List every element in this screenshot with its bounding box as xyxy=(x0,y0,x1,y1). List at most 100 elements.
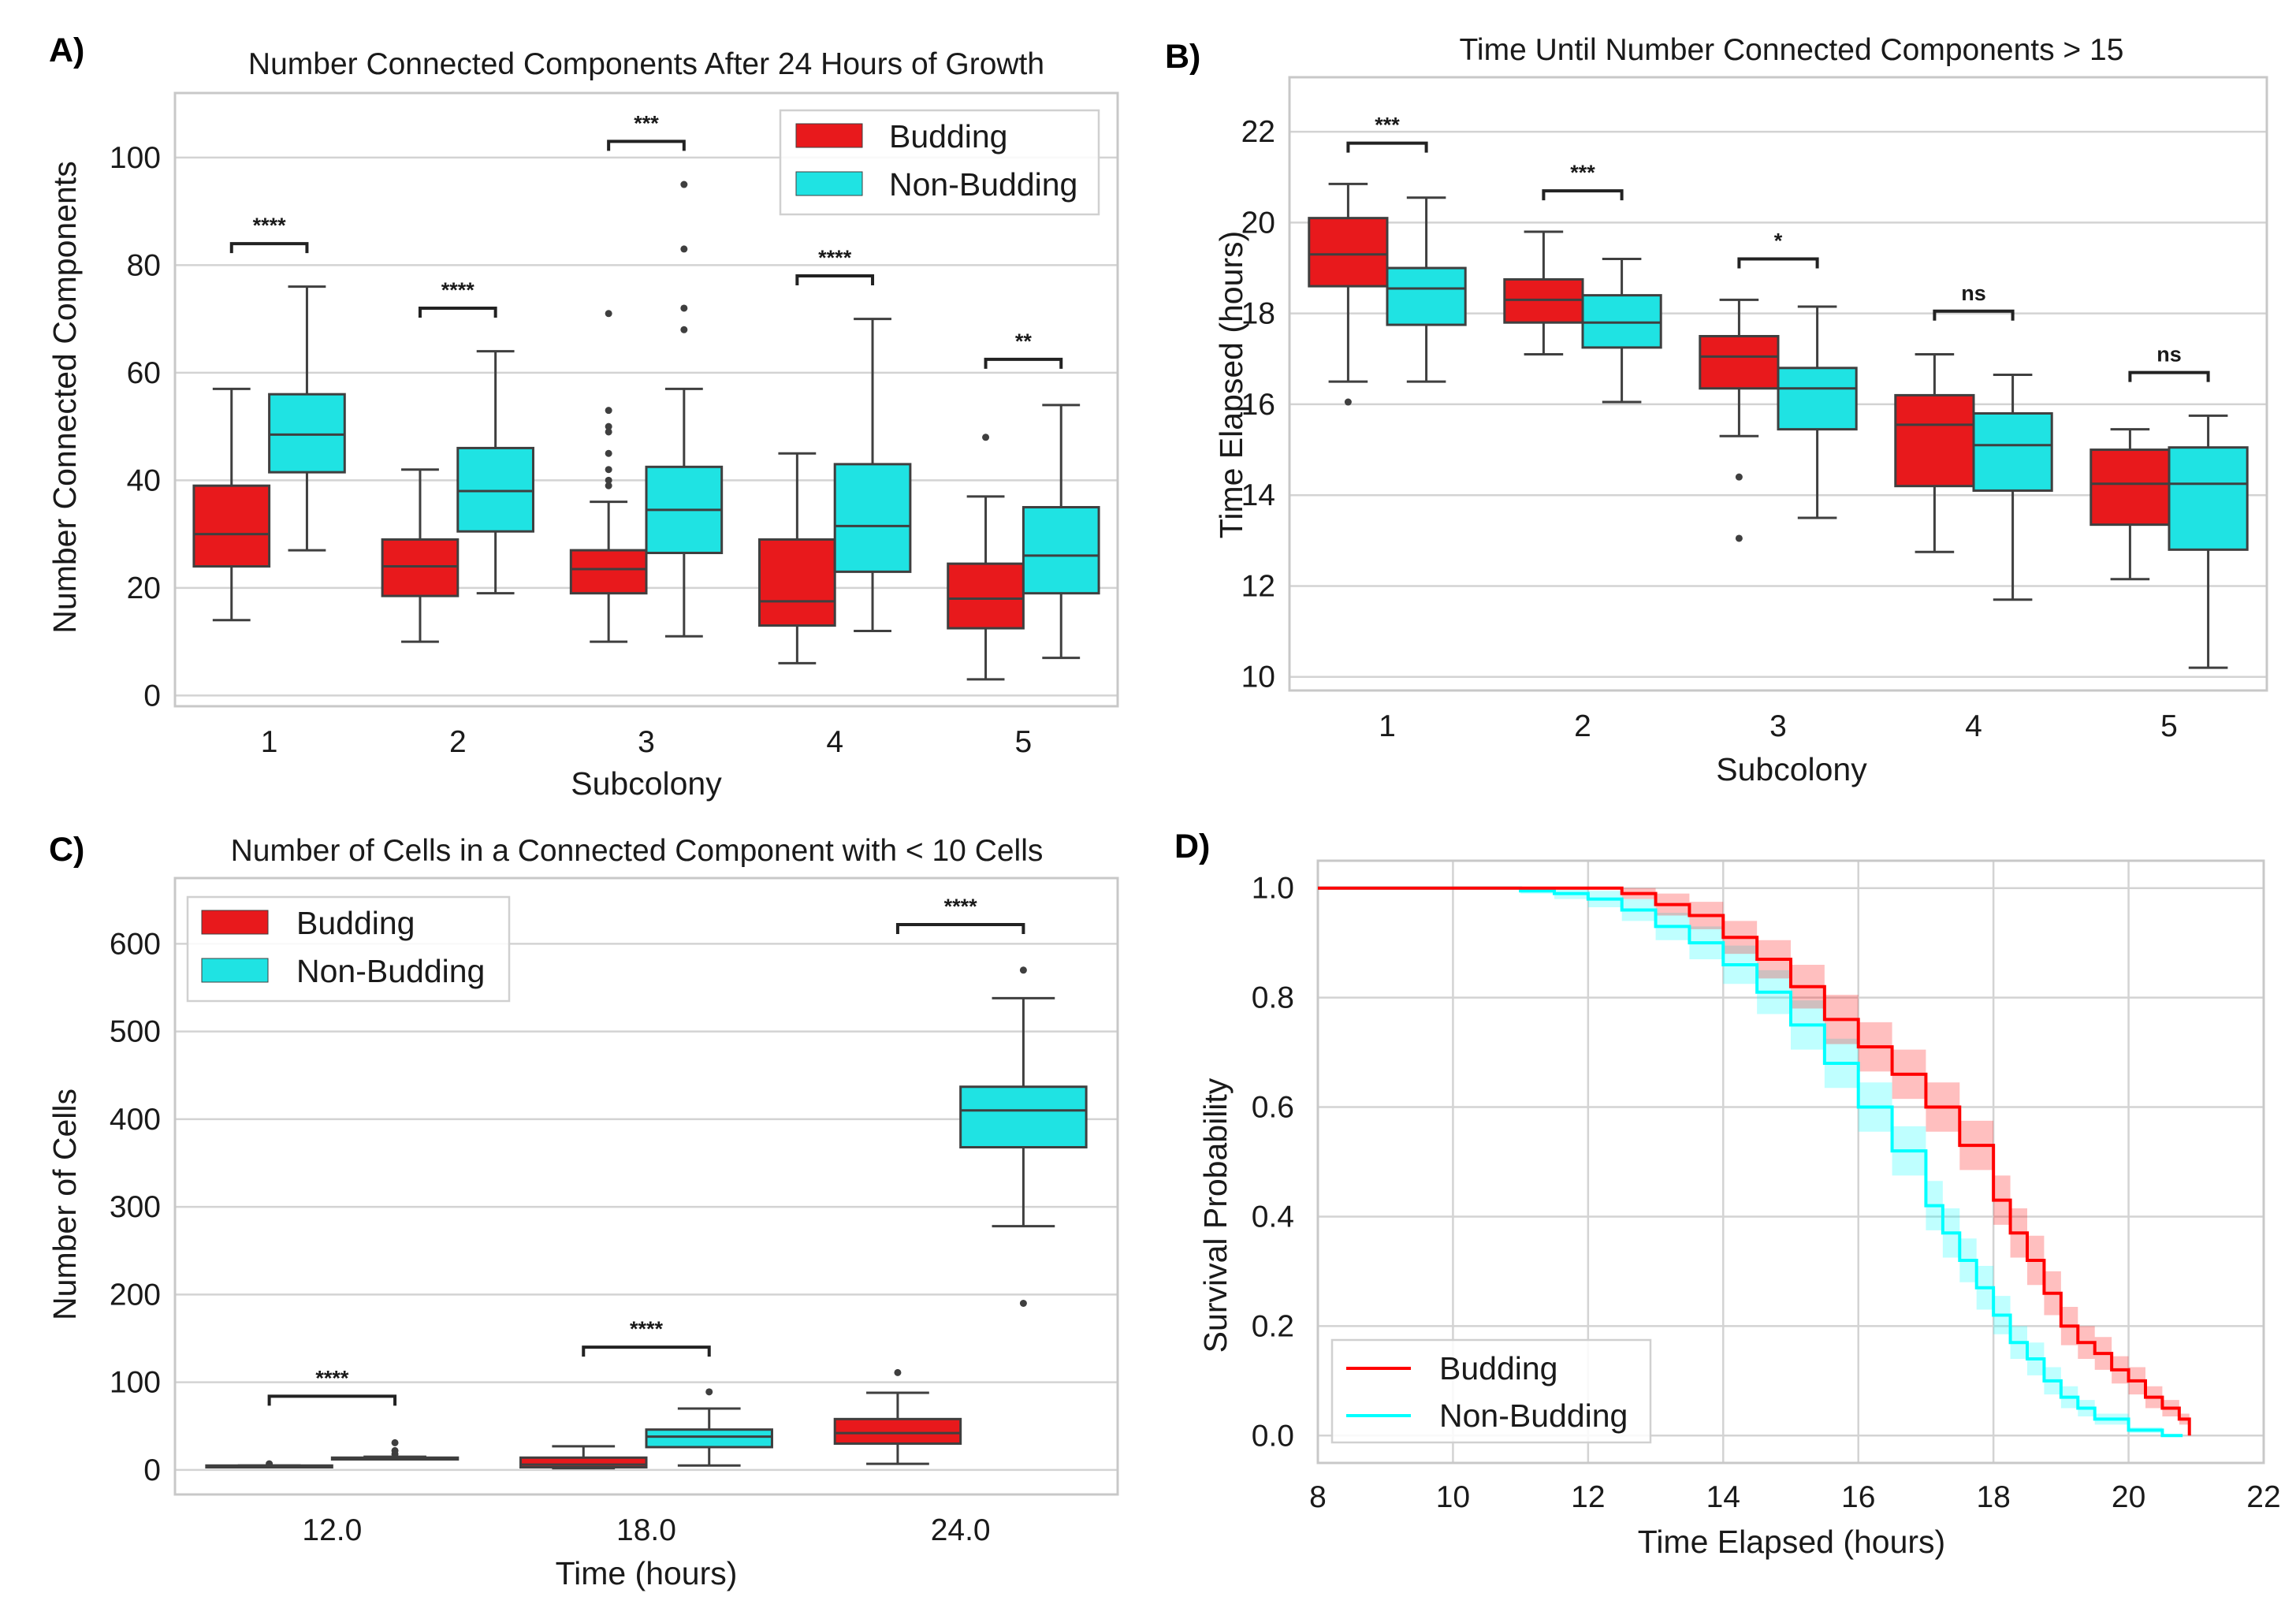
significance-label: *** xyxy=(634,111,659,135)
y-tick-label: 12 xyxy=(1241,569,1275,603)
x-tick-label: 8 xyxy=(1309,1480,1327,1514)
box-iqr xyxy=(2089,448,2171,527)
x-tick-label: 10 xyxy=(1436,1480,1470,1514)
box-iqr xyxy=(1972,411,2053,492)
significance-bracket xyxy=(895,922,1025,934)
panel-b: B) Time Until Number Connected Component… xyxy=(1165,33,2268,787)
panel-c-label: C) xyxy=(49,831,84,869)
panel-a: A) Number Connected Components After 24 … xyxy=(47,32,1119,802)
outlier-point xyxy=(1019,966,1027,974)
y-tick-label: 60 xyxy=(127,356,161,390)
box-non-budding xyxy=(268,285,346,552)
y-tick-label: 80 xyxy=(127,248,161,282)
significance-label: ns xyxy=(1961,281,1986,305)
x-tick-label: 16 xyxy=(1841,1480,1875,1514)
y-tick-label: 100 xyxy=(110,141,161,175)
box-non-budding xyxy=(1021,404,1100,660)
x-tick-label: 24.0 xyxy=(931,1513,991,1547)
panel-b-ylabel: Time Elapsed (hours) xyxy=(1213,231,1249,538)
outlier-point xyxy=(605,428,612,436)
box-iqr xyxy=(947,562,1025,630)
y-tick-label: 100 xyxy=(110,1366,161,1400)
y-tick-label: 300 xyxy=(110,1190,161,1224)
outlier-point xyxy=(605,482,612,489)
significance-bracket xyxy=(582,1345,711,1357)
panel-c-title: Number of Cells in a Connected Component… xyxy=(231,834,1044,868)
panel-d-legend: Budding Non-Budding xyxy=(1330,1338,1652,1444)
box-iqr xyxy=(1699,334,1780,390)
x-tick-label: 5 xyxy=(2160,709,2178,743)
box-iqr xyxy=(758,538,836,627)
panel-a-title: Number Connected Components After 24 Hou… xyxy=(248,47,1044,81)
box-iqr xyxy=(1021,505,1100,595)
x-tick-label: 1 xyxy=(261,725,278,759)
panel-c-xlabel: Time (hours) xyxy=(556,1555,738,1591)
box-budding xyxy=(381,468,460,643)
significance-label: **** xyxy=(253,214,287,237)
box-budding xyxy=(569,310,648,643)
x-tick-label: 14 xyxy=(1706,1480,1740,1514)
panel-d: D) Time Elapsed (hours) Survival Probabi… xyxy=(1174,828,2281,1560)
x-tick-label: 2 xyxy=(1574,709,1591,743)
box-iqr xyxy=(833,463,912,573)
significance-label: **** xyxy=(818,246,852,270)
box-iqr xyxy=(645,1428,773,1449)
legend-budding-swatch xyxy=(795,123,863,148)
outlier-point xyxy=(605,449,612,457)
grid xyxy=(175,943,1118,1472)
box-iqr xyxy=(268,393,346,474)
outlier-point xyxy=(391,1446,399,1454)
box-budding xyxy=(947,434,1025,681)
x-tick-label: 18.0 xyxy=(616,1513,676,1547)
box-budding xyxy=(205,1460,333,1469)
box-budding xyxy=(1699,298,1780,542)
panel-b-title: Time Until Number Connected Components >… xyxy=(1460,33,2124,67)
x-tick-label: 4 xyxy=(1965,709,1982,743)
outlier-point xyxy=(605,476,612,484)
x-tick-label: 12 xyxy=(1571,1480,1605,1514)
y-tick-label: 0 xyxy=(143,1453,161,1487)
box-budding xyxy=(758,452,836,664)
legend-frame xyxy=(1330,1338,1652,1444)
panel-a-legend: Budding Non-Budding xyxy=(779,109,1100,216)
legend-non-budding-label: Non-Budding xyxy=(889,166,1077,203)
box-non-budding xyxy=(1581,258,1662,404)
significance-label: **** xyxy=(944,895,978,918)
box-iqr xyxy=(192,484,271,568)
box-non-budding xyxy=(1972,373,2053,601)
significance-bracket xyxy=(607,140,686,151)
plot-frame xyxy=(1288,76,2268,692)
panel-a-label: A) xyxy=(49,32,84,69)
panel-b-label: B) xyxy=(1165,38,1200,76)
box-non-budding xyxy=(645,1388,773,1467)
box-non-budding xyxy=(833,318,912,632)
plot-frame xyxy=(173,91,1119,708)
significance-bracket xyxy=(2128,370,2210,382)
x-tick-label: 20 xyxy=(2112,1480,2145,1514)
box-non-budding xyxy=(1777,305,1858,519)
y-tick-label: 200 xyxy=(110,1278,161,1312)
km-line-budding xyxy=(1318,886,2191,1436)
box-non-budding xyxy=(456,350,534,595)
y-tick-label: 0.4 xyxy=(1252,1200,1294,1234)
km-line-non-budding xyxy=(1318,886,2183,1438)
y-tick-label: 0.0 xyxy=(1252,1419,1294,1453)
panel-c: C) Number of Cells in a Connected Compon… xyxy=(47,831,1119,1591)
outlier-point xyxy=(1735,534,1743,542)
significance-label: *** xyxy=(1570,161,1595,184)
panel-c-ylabel: Number of Cells xyxy=(47,1089,83,1320)
outlier-point xyxy=(680,181,688,188)
box-iqr xyxy=(519,1456,648,1469)
significance-label: ns xyxy=(2156,343,2182,367)
legend-non-budding-swatch xyxy=(795,171,863,196)
significance-bracket xyxy=(1542,189,1624,201)
outlier-point xyxy=(1735,473,1743,481)
plot-frame xyxy=(1316,859,2265,1465)
significance-bracket xyxy=(229,242,309,254)
significance-label: **** xyxy=(441,278,475,302)
y-tick-label: 0 xyxy=(143,679,161,713)
outlier-point xyxy=(605,407,612,415)
box-budding xyxy=(833,1368,962,1465)
box-non-budding xyxy=(959,966,1088,1308)
plot-frame xyxy=(173,876,1119,1496)
